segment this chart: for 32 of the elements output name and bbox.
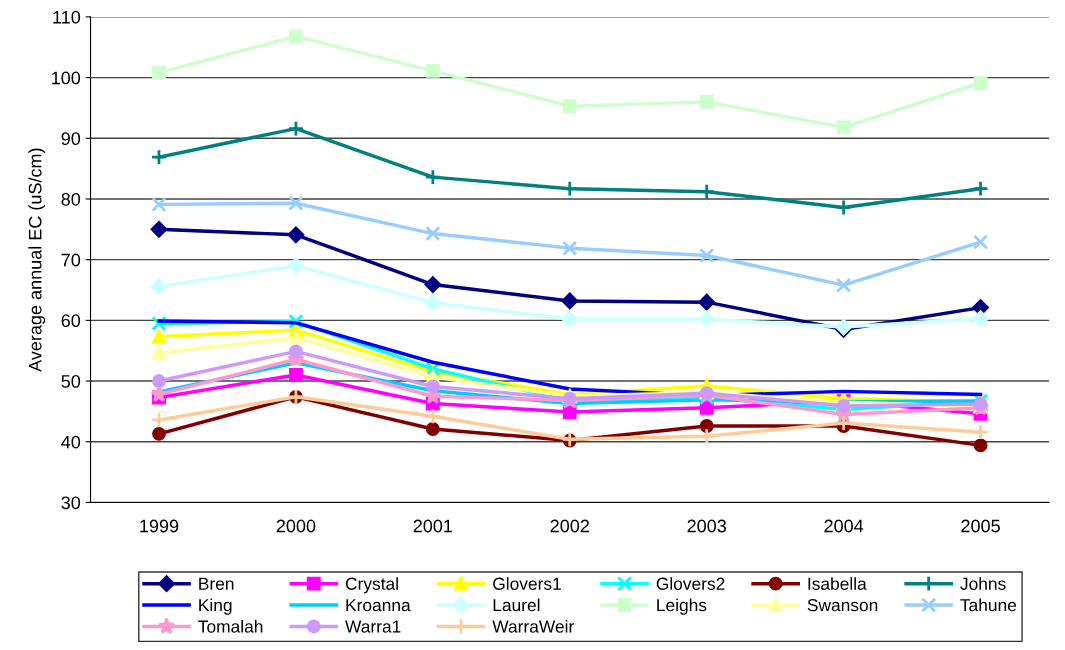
legend-label: WarraWeir xyxy=(492,619,574,633)
y-tick-label: 40 xyxy=(61,435,81,449)
legend-label: King xyxy=(199,598,232,615)
y-tick-label: 80 xyxy=(61,192,81,206)
y-tick-label: 60 xyxy=(61,314,81,328)
x-tick-label: 2000 xyxy=(276,519,316,533)
y-tick-label: 100 xyxy=(52,71,81,85)
legend-label: Tomalah xyxy=(198,619,263,633)
legend-label: Leighs xyxy=(657,598,707,615)
x-tick-label: 2003 xyxy=(687,519,726,533)
x-tick-label: 2004 xyxy=(824,519,864,533)
legend-label: Isabella xyxy=(808,577,867,590)
y-tick-label: 90 xyxy=(61,132,81,146)
legend-label: Glovers1 xyxy=(493,577,561,590)
y-axis-title: Average annual EC (uS/cm) xyxy=(28,148,46,372)
x-tick-label: 2002 xyxy=(550,519,589,533)
x-tick-label: 2005 xyxy=(961,519,1000,533)
legend-label: Laurel xyxy=(493,598,540,612)
legend-label: Swanson xyxy=(807,598,878,612)
legend-label: Bren xyxy=(199,577,234,590)
legend-label: Johns xyxy=(960,577,1006,590)
y-tick-label: 70 xyxy=(61,253,81,267)
y-tick-label: 110 xyxy=(53,10,81,24)
legend-label: Crystal xyxy=(345,577,398,594)
y-tick-label: 50 xyxy=(61,375,81,388)
legend-label: Tahune xyxy=(960,598,1017,612)
x-tick-label: 2001 xyxy=(413,519,453,533)
legend-label: Warra1 xyxy=(345,620,401,633)
legend-label: Kroanna xyxy=(346,599,411,612)
legend-label: Glovers2 xyxy=(656,577,725,590)
y-tick-label: 30 xyxy=(61,496,81,510)
x-tick-label: 1999 xyxy=(140,519,179,533)
